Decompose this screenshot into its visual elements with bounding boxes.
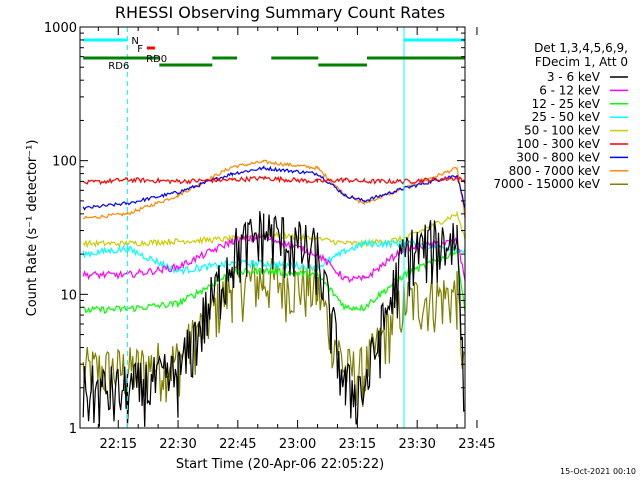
series-line-7 — [83, 159, 466, 220]
plot-frame — [79, 26, 466, 429]
y-tick-label-3: 1000 — [44, 21, 77, 36]
legend-label-1: 6 - 12 keV — [539, 83, 601, 97]
legend-header-line-1: Det 1,3,4,5,6,9, — [534, 41, 628, 55]
x-tick-label-1: 22:30 — [159, 437, 196, 452]
legend-label-0: 3 - 6 keV — [547, 70, 601, 84]
x-tick-label-5: 23:30 — [398, 437, 435, 452]
RD6-flag-label: RD6 — [108, 61, 129, 72]
series-line-0 — [82, 211, 466, 427]
x-tick-label-2: 22:45 — [219, 437, 256, 452]
y-tick-label-1: 10 — [60, 288, 77, 303]
y-axis-label: Count Rate (s⁻¹ detector⁻¹) — [25, 140, 40, 317]
legend-header-line-2: FDecim 1, Att 0 — [535, 55, 628, 69]
legend-label-5: 100 - 300 keV — [516, 137, 600, 151]
series-line-5 — [82, 175, 466, 186]
series-line-4 — [82, 211, 466, 249]
N-flag-label: N — [131, 36, 138, 47]
legend-label-7: 800 - 7000 keV — [509, 164, 601, 178]
x-tick-label-6: 23:45 — [458, 437, 495, 452]
legend-label-6: 300 - 800 keV — [516, 150, 600, 164]
series-line-6 — [82, 165, 466, 211]
x-tick-label-4: 23:15 — [339, 437, 376, 452]
footer-date: 15-Oct-2021 00:10 — [560, 467, 636, 476]
RD0-flag-label: RD0 — [146, 54, 167, 65]
x-axis-label: Start Time (20-Apr-06 22:05:22) — [176, 457, 384, 472]
legend-label-8: 7000 - 15000 keV — [493, 177, 600, 191]
y-tick-label-0: 1 — [69, 422, 77, 437]
chart-title: RHESSI Observing Summary Count Rates — [115, 3, 445, 22]
legend-label-4: 50 - 100 keV — [524, 124, 601, 138]
F-flag-label: F — [137, 44, 143, 55]
x-tick-label-3: 23:00 — [279, 437, 316, 452]
legend-label-2: 12 - 25 keV — [532, 97, 601, 111]
y-tick-label-2: 100 — [52, 155, 77, 170]
x-tick-label-0: 22:15 — [100, 437, 137, 452]
series-line-2 — [83, 247, 466, 314]
legend-label-3: 25 - 50 keV — [532, 110, 601, 124]
